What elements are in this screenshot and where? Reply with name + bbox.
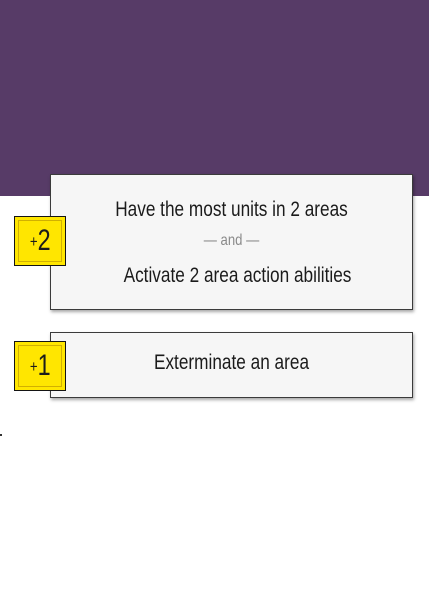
objective-1-points: +2	[30, 226, 51, 256]
objective-1-points-value: 2	[37, 224, 51, 257]
objective-2-points-value: 1	[37, 349, 51, 382]
objective-card-1: Have the most units in 2 areas — and — A…	[50, 174, 413, 310]
objective-2-condition-1: Exterminate an area	[153, 351, 310, 374]
objective-1-condition-1: Have the most units in 2 areas	[115, 198, 348, 221]
objective-2-points-plus: +	[29, 357, 38, 376]
objective-1-points-plus: +	[29, 232, 38, 251]
header-band	[0, 0, 429, 196]
edge-mark	[0, 434, 2, 436]
objective-1-condition-2: Activate 2 area action abilities	[123, 264, 352, 287]
objective-1-points-badge: +2	[14, 216, 66, 266]
objective-card-2: Exterminate an area	[50, 332, 413, 398]
objective-1-conjunction: — and —	[203, 232, 260, 249]
objective-2-points: +1	[30, 351, 51, 381]
objective-2-points-badge: +1	[14, 341, 66, 391]
